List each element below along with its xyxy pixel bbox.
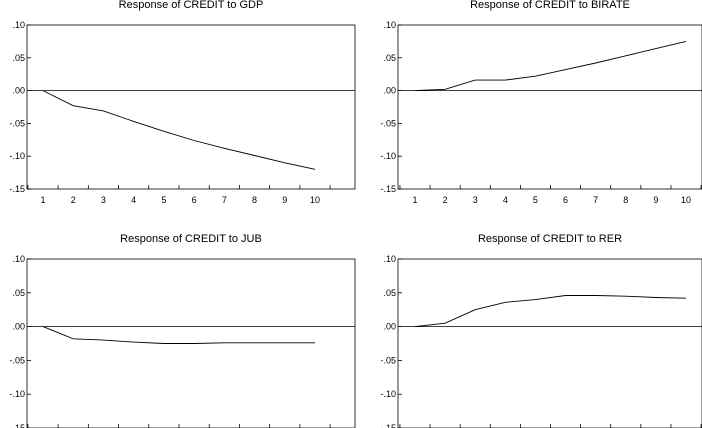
- x-tick-label: 7: [222, 195, 227, 205]
- panel-credit-birate: Response of CREDIT to BIRATE .10 .05 .00 -.…: [380, 0, 702, 205]
- x-tick-label: 10: [310, 195, 320, 205]
- x-tick-label: 4: [503, 195, 508, 205]
- y-tick-label: .00: [383, 86, 396, 96]
- x-tick-label: 8: [252, 195, 257, 205]
- x-tick-label: 3: [473, 195, 478, 205]
- y-tick-label: .10: [383, 254, 396, 264]
- panel-title: Response of CREDIT to BIRATE: [470, 0, 630, 11]
- y-tick-label: -.10: [380, 151, 396, 161]
- y-tick-label: .05: [12, 288, 25, 298]
- panel-credit-gdp: Response of CREDIT to GDP .10 .05 .00 -.05 -…: [9, 0, 356, 205]
- y-tick-label: -.10: [9, 389, 25, 399]
- x-tick-label: 2: [443, 195, 448, 205]
- response-line: [414, 295, 687, 328]
- panel-title: Response of CREDIT to JUB: [120, 233, 262, 245]
- y-tick-label: -.15: [9, 184, 25, 194]
- x-tick-label: 10: [681, 195, 691, 205]
- x-tick-label: 6: [563, 195, 568, 205]
- x-tick-label: 9: [653, 195, 658, 205]
- x-tick-label: 5: [161, 195, 166, 205]
- y-tick-label: -.05: [9, 355, 25, 365]
- x-tick-label: 3: [101, 195, 106, 205]
- response-line: [42, 326, 315, 344]
- panel-title: Response of CREDIT to GDP: [119, 0, 264, 11]
- plot-frame: [397, 24, 702, 190]
- x-tick-label: 2: [71, 195, 76, 205]
- y-tick-label: .10: [383, 20, 396, 30]
- y-tick-label: -.05: [9, 118, 25, 128]
- y-tick-label: .10: [12, 20, 25, 30]
- y-tick-label: -.10: [380, 389, 396, 399]
- y-tick-label: -.15: [380, 184, 396, 194]
- response-line: [414, 40, 687, 92]
- y-tick-label: .00: [12, 86, 25, 96]
- panel-credit-jub: Response of CREDIT to JUB .10 .05 .00 -.05 -…: [9, 233, 356, 428]
- x-tick-label: 7: [593, 195, 598, 205]
- plot-frame: [397, 258, 702, 428]
- y-tick-label: .00: [12, 322, 25, 332]
- x-tick-label: 4: [131, 195, 136, 205]
- x-tick-label: 5: [533, 195, 538, 205]
- panel-title: Response of CREDIT to RER: [478, 233, 622, 245]
- y-tick-label: -.15: [380, 423, 396, 428]
- x-tick-label: 9: [282, 195, 287, 205]
- y-tick-label: -.10: [9, 151, 25, 161]
- x-tick-label: 8: [623, 195, 628, 205]
- x-tick-label: 1: [412, 195, 417, 205]
- y-tick-label: .00: [383, 322, 396, 332]
- y-tick-label: .05: [383, 288, 396, 298]
- panel-credit-rer: Response of CREDIT to RER .10 .05 .00 -.05 -…: [380, 233, 702, 428]
- x-tick-label: 6: [192, 195, 197, 205]
- y-tick-label: .10: [12, 254, 25, 264]
- plot-frame: [26, 258, 356, 428]
- response-line: [42, 90, 316, 170]
- y-tick-label: .05: [383, 53, 396, 63]
- y-tick-label: -.05: [380, 355, 396, 365]
- y-tick-label: .05: [12, 53, 25, 63]
- x-tick-label: 1: [40, 195, 45, 205]
- y-tick-label: -.05: [380, 118, 396, 128]
- plot-frame: [26, 24, 356, 190]
- y-tick-label: -.15: [9, 423, 25, 428]
